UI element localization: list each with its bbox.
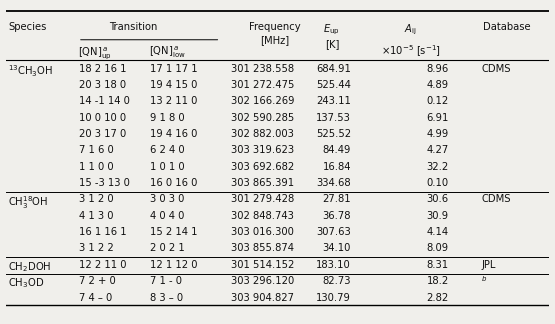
Text: 1 0 1 0: 1 0 1 0 xyxy=(150,162,184,172)
Text: 303 319.623: 303 319.623 xyxy=(231,145,294,155)
Text: 19 4 16 0: 19 4 16 0 xyxy=(150,129,197,139)
Text: 302 166.269: 302 166.269 xyxy=(231,96,295,106)
Text: 8.09: 8.09 xyxy=(427,243,449,253)
Text: 137.53: 137.53 xyxy=(316,113,351,122)
Text: 34.10: 34.10 xyxy=(322,243,351,253)
Text: 303 855.874: 303 855.874 xyxy=(231,243,294,253)
Text: 4.99: 4.99 xyxy=(427,129,449,139)
Text: CH$_3^{18}$OH: CH$_3^{18}$OH xyxy=(8,194,48,211)
Text: 13 2 11 0: 13 2 11 0 xyxy=(150,96,197,106)
Text: CH$_3$OD: CH$_3$OD xyxy=(8,276,44,290)
Text: 0.10: 0.10 xyxy=(427,178,449,188)
Text: 8.96: 8.96 xyxy=(427,64,449,74)
Text: 7 2 + 0: 7 2 + 0 xyxy=(79,276,116,286)
Text: 14 -1 14 0: 14 -1 14 0 xyxy=(79,96,130,106)
Text: 12 1 12 0: 12 1 12 0 xyxy=(150,260,197,270)
Text: 4.14: 4.14 xyxy=(427,227,449,237)
Text: $^{13}$CH$_3$OH: $^{13}$CH$_3$OH xyxy=(8,64,53,79)
Text: 301 272.475: 301 272.475 xyxy=(231,80,295,90)
Text: 4.27: 4.27 xyxy=(427,145,449,155)
Text: 303 865.391: 303 865.391 xyxy=(231,178,294,188)
Text: Database: Database xyxy=(483,22,531,32)
Text: 334.68: 334.68 xyxy=(316,178,351,188)
Text: 303 692.682: 303 692.682 xyxy=(231,162,295,172)
Text: 10 0 10 0: 10 0 10 0 xyxy=(79,113,126,122)
Text: 525.52: 525.52 xyxy=(316,129,351,139)
Text: 3 1 2 2: 3 1 2 2 xyxy=(79,243,114,253)
Text: JPL: JPL xyxy=(482,260,496,270)
Text: 243.11: 243.11 xyxy=(316,96,351,106)
Text: 15 -3 13 0: 15 -3 13 0 xyxy=(79,178,130,188)
Text: $^b$: $^b$ xyxy=(482,276,488,286)
Text: CDMS: CDMS xyxy=(482,64,511,74)
Text: 36.78: 36.78 xyxy=(322,211,351,221)
Text: 302 882.003: 302 882.003 xyxy=(231,129,294,139)
Text: 2 0 2 1: 2 0 2 1 xyxy=(150,243,184,253)
Text: 303 296.120: 303 296.120 xyxy=(231,276,295,286)
Text: 307.63: 307.63 xyxy=(316,227,351,237)
Text: 17 1 17 1: 17 1 17 1 xyxy=(150,64,198,74)
Text: $[{\rm QN}]_{\rm low}^{\,a}$: $[{\rm QN}]_{\rm low}^{\,a}$ xyxy=(149,44,185,60)
Text: $A_{\rm ij}$: $A_{\rm ij}$ xyxy=(405,22,417,37)
Text: 303 016.300: 303 016.300 xyxy=(231,227,294,237)
Text: 130.79: 130.79 xyxy=(316,293,351,303)
Text: 84.49: 84.49 xyxy=(322,145,351,155)
Text: 16 0 16 0: 16 0 16 0 xyxy=(150,178,197,188)
Text: 18.2: 18.2 xyxy=(427,276,449,286)
Text: 32.2: 32.2 xyxy=(427,162,449,172)
Text: 4.89: 4.89 xyxy=(427,80,449,90)
Text: 6.91: 6.91 xyxy=(426,113,449,122)
Text: 525.44: 525.44 xyxy=(316,80,351,90)
Text: 30.6: 30.6 xyxy=(427,194,449,204)
Text: 301 514.152: 301 514.152 xyxy=(231,260,295,270)
Text: 7 4 – 0: 7 4 – 0 xyxy=(79,293,112,303)
Text: 2.82: 2.82 xyxy=(427,293,449,303)
Text: Frequency
[MHz]: Frequency [MHz] xyxy=(249,22,301,45)
Text: 183.10: 183.10 xyxy=(316,260,351,270)
Text: 4 0 4 0: 4 0 4 0 xyxy=(150,211,184,221)
Text: 9 1 8 0: 9 1 8 0 xyxy=(150,113,184,122)
Text: 19 4 15 0: 19 4 15 0 xyxy=(150,80,197,90)
Text: 0.12: 0.12 xyxy=(427,96,449,106)
Text: 4 1 3 0: 4 1 3 0 xyxy=(79,211,113,221)
Text: 82.73: 82.73 xyxy=(322,276,351,286)
Text: 30.9: 30.9 xyxy=(427,211,449,221)
Text: 3 1 2 0: 3 1 2 0 xyxy=(79,194,114,204)
Text: 303 904.827: 303 904.827 xyxy=(231,293,294,303)
Text: $[{\rm QN}]_{\rm up}^{\,a}$: $[{\rm QN}]_{\rm up}^{\,a}$ xyxy=(78,44,112,61)
Text: 18 2 16 1: 18 2 16 1 xyxy=(79,64,127,74)
Text: CDMS: CDMS xyxy=(482,194,511,204)
Text: Species: Species xyxy=(8,22,47,32)
Text: 302 590.285: 302 590.285 xyxy=(231,113,295,122)
Text: 12 2 11 0: 12 2 11 0 xyxy=(79,260,127,270)
Text: 8.31: 8.31 xyxy=(427,260,449,270)
Text: 6 2 4 0: 6 2 4 0 xyxy=(150,145,184,155)
Text: 16 1 16 1: 16 1 16 1 xyxy=(79,227,127,237)
Text: 301 279.428: 301 279.428 xyxy=(231,194,295,204)
Text: 8 3 – 0: 8 3 – 0 xyxy=(150,293,183,303)
Text: 16.84: 16.84 xyxy=(322,162,351,172)
Text: 15 2 14 1: 15 2 14 1 xyxy=(150,227,197,237)
Text: $E_{\rm up}$
[K]: $E_{\rm up}$ [K] xyxy=(324,22,340,49)
Text: 301 238.558: 301 238.558 xyxy=(231,64,294,74)
Text: 20 3 17 0: 20 3 17 0 xyxy=(79,129,126,139)
Text: 7 1 6 0: 7 1 6 0 xyxy=(79,145,114,155)
Text: 7 1 - 0: 7 1 - 0 xyxy=(150,276,181,286)
Text: 302 848.743: 302 848.743 xyxy=(231,211,294,221)
Text: $\times10^{-5}$ [s$^{-1}$]: $\times10^{-5}$ [s$^{-1}$] xyxy=(381,43,441,59)
Text: 27.81: 27.81 xyxy=(322,194,351,204)
Text: 1 1 0 0: 1 1 0 0 xyxy=(79,162,114,172)
Text: 684.91: 684.91 xyxy=(316,64,351,74)
Text: Transition: Transition xyxy=(109,22,158,32)
Text: 20 3 18 0: 20 3 18 0 xyxy=(79,80,126,90)
Text: CH$_2$DOH: CH$_2$DOH xyxy=(8,260,52,273)
Text: 3 0 3 0: 3 0 3 0 xyxy=(150,194,184,204)
